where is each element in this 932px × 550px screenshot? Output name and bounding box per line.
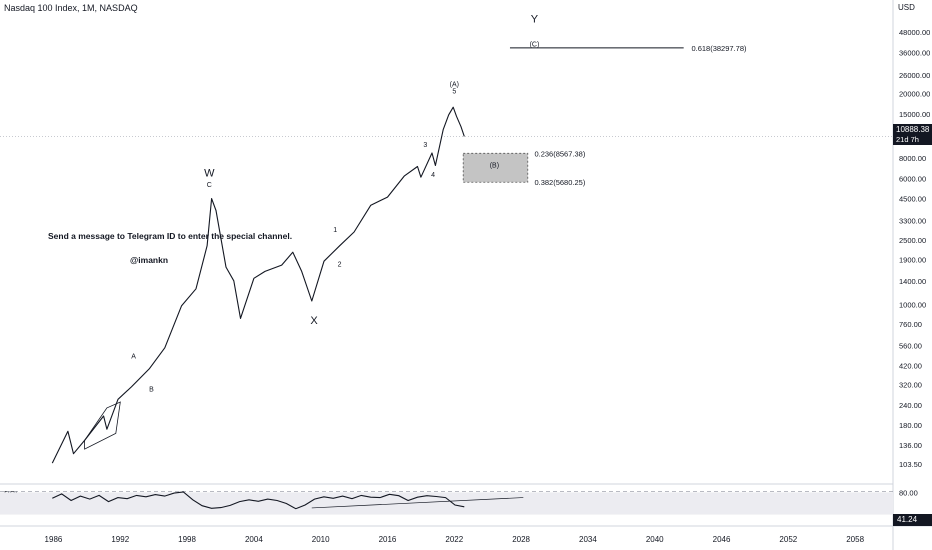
wave-label: (A) [450, 81, 459, 88]
fib-level-label: 0.382(5680.25) [534, 178, 585, 187]
y-tick-label: 1000.00 [899, 300, 926, 309]
bar-countdown-tag: 21d 7h [893, 135, 932, 145]
wave-label: Y [531, 13, 539, 25]
wave-label: A [131, 353, 136, 360]
wedge-pattern [84, 401, 121, 450]
rsi-level-label: 80.00 [899, 488, 918, 497]
y-tick-label: 760.00 [899, 320, 922, 329]
x-tick-label: 2040 [646, 535, 664, 544]
x-tick-label: 2052 [779, 535, 797, 544]
wave-label: 2 [338, 262, 342, 269]
y-tick-label: 36000.00 [899, 48, 930, 57]
y-tick-label: 15000.00 [899, 110, 930, 119]
y-tick-label: 26000.00 [899, 71, 930, 80]
x-tick-label: 2058 [846, 535, 864, 544]
rsi-trendline [311, 497, 524, 509]
wave-label: 3 [423, 142, 427, 149]
last-price-tag: 10888.38 [893, 124, 932, 135]
chart-title: Nasdaq 100 Index, 1M, NASDAQ [4, 3, 138, 13]
y-tick-label: 320.00 [899, 381, 922, 390]
y-tick-label: 240.00 [899, 401, 922, 410]
promo-message: Send a message to Telegram ID to enter t… [48, 231, 293, 241]
x-tick-label: 2046 [713, 535, 731, 544]
y-tick-label: 6000.00 [899, 174, 926, 183]
wave-label: (B) [490, 163, 499, 170]
telegram-handle: @imankn [130, 255, 169, 265]
fib-level-label: 0.236(8567.38) [534, 149, 585, 158]
x-tick-label: 2010 [312, 535, 330, 544]
x-tick-label: 2034 [579, 535, 597, 544]
wave-label: (C) [530, 42, 540, 49]
y-tick-label: 1900.00 [899, 255, 926, 264]
fib-box [462, 152, 529, 183]
y-tick-label: 1400.00 [899, 277, 926, 286]
wave-label: W [204, 168, 215, 180]
y-tick-label: 180.00 [899, 421, 922, 430]
x-tick-label: 2028 [512, 535, 530, 544]
x-tick-label: 1998 [178, 535, 196, 544]
wave-label: 5 [452, 89, 456, 96]
price-line [51, 106, 465, 464]
y-tick-label: 560.00 [899, 341, 922, 350]
fib-level-label: 0.618(38297.78) [691, 44, 747, 53]
x-tick-label: 2004 [245, 535, 263, 544]
x-tick-label: 1986 [45, 535, 63, 544]
rsi-line [52, 491, 465, 510]
y-tick-label: 8000.00 [899, 154, 926, 163]
y-tick-label: 2500.00 [899, 236, 926, 245]
currency-label: USD [898, 3, 915, 12]
x-tick-label: 1992 [111, 535, 129, 544]
rsi-band [0, 492, 893, 515]
y-tick-label: 20000.00 [899, 90, 930, 99]
y-tick-label: 420.00 [899, 362, 922, 371]
wave-label: B [149, 387, 154, 394]
y-tick-label: 48000.00 [899, 28, 930, 37]
x-tick-label: 2016 [379, 535, 397, 544]
wave-label: X [310, 315, 318, 327]
y-tick-label: 136.00 [899, 441, 922, 450]
rsi-value-tag: 41.24 [893, 514, 932, 526]
x-tick-label: 2022 [445, 535, 463, 544]
y-tick-label: 3300.00 [899, 216, 926, 225]
y-tick-label: 4500.00 [899, 195, 926, 204]
wave-label: C [207, 182, 212, 189]
y-tick-label: 103.50 [899, 460, 922, 469]
wave-label: 4 [431, 172, 435, 179]
wave-label: 1 [333, 227, 337, 234]
